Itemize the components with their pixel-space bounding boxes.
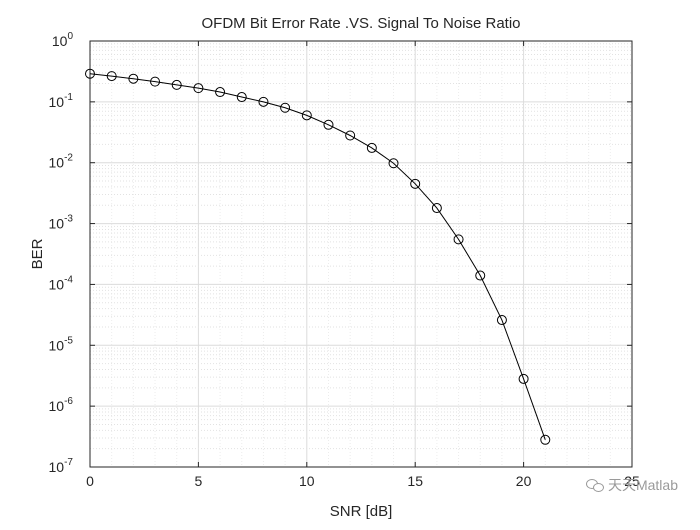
- data-point-marker: [496, 315, 507, 326]
- wechat-icon: [585, 478, 604, 492]
- data-point-marker: [171, 79, 182, 90]
- ber-series-line: [89, 73, 546, 440]
- chart-title: OFDM Bit Error Rate .VS. Signal To Noise…: [202, 15, 521, 32]
- y-tick-label: 10-5: [49, 335, 74, 353]
- data-point-marker: [193, 83, 204, 94]
- data-point-marker: [150, 76, 161, 87]
- data-point-marker: [236, 92, 247, 103]
- data-point-marker: [540, 434, 551, 445]
- y-tick-label: 10-1: [49, 92, 74, 110]
- y-tick-label: 10-6: [49, 396, 74, 414]
- y-tick-label: 10-3: [49, 214, 74, 232]
- data-point-marker: [388, 158, 399, 169]
- data-point-marker: [128, 73, 139, 84]
- data-point-marker: [431, 203, 442, 214]
- data-point-marker: [106, 71, 117, 82]
- x-tick-label: 5: [195, 473, 203, 489]
- data-point-marker: [345, 130, 356, 141]
- x-tick-label: 15: [407, 473, 423, 489]
- x-axis-label: SNR [dB]: [330, 503, 393, 520]
- watermark-text: 天天Matlab: [607, 477, 678, 493]
- x-tick-label: 20: [516, 473, 532, 489]
- data-point-marker: [323, 119, 334, 130]
- data-point-marker: [301, 110, 312, 121]
- watermark: 天天Matlab: [585, 475, 678, 495]
- grid: [90, 41, 632, 467]
- data-point-marker: [258, 96, 269, 107]
- data-point-marker: [518, 373, 529, 384]
- y-tick-label: 10-2: [49, 153, 74, 171]
- ticks: 0 5 10 15 20 25 10-7 10-6 10-5 10-4 10-3 10-2 10-1 10…: [49, 31, 640, 489]
- y-axis-label: BER: [29, 238, 46, 269]
- x-tick-label: 25: [624, 473, 640, 489]
- y-tick-label: 10-4: [49, 274, 74, 292]
- data-point-marker: [215, 87, 226, 98]
- series: [85, 68, 551, 445]
- x-tick-label: 10: [299, 473, 315, 489]
- x-tick-label: 0: [86, 473, 94, 489]
- axes-box: [89, 40, 633, 468]
- data-point-marker: [475, 270, 486, 281]
- y-tick-label: 100: [52, 31, 74, 49]
- data-point-marker: [453, 234, 464, 245]
- data-point-marker: [366, 142, 377, 153]
- data-point-marker: [280, 102, 291, 113]
- data-point-marker: [410, 178, 421, 189]
- y-tick-label: 10-7: [49, 457, 74, 475]
- data-point-marker: [85, 68, 95, 79]
